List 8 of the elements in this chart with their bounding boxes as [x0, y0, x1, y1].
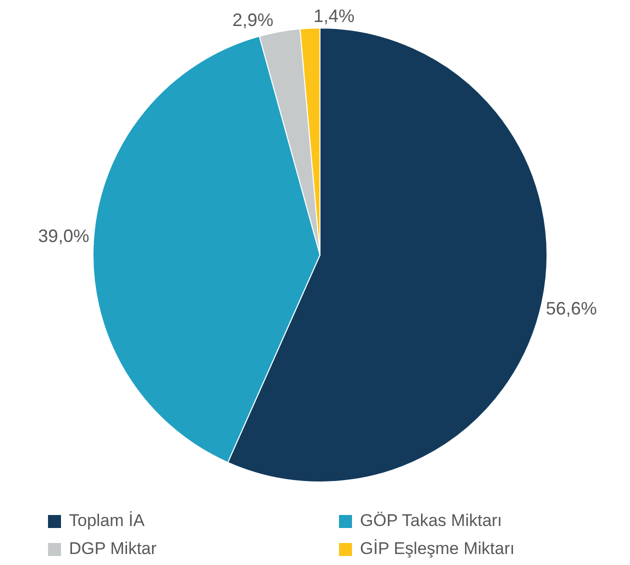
- legend-label: DGP Miktar: [69, 539, 157, 559]
- data-label: 56,6%: [546, 298, 597, 318]
- data-label: 39,0%: [38, 226, 90, 246]
- legend-label: GÖP Takas Miktarı: [360, 511, 502, 531]
- legend-label: Toplam İA: [69, 511, 145, 531]
- legend-label: GİP Eşleşme Miktarı: [360, 539, 515, 559]
- data-label: 2,9%: [232, 10, 274, 30]
- data-label: 1,4%: [313, 6, 355, 26]
